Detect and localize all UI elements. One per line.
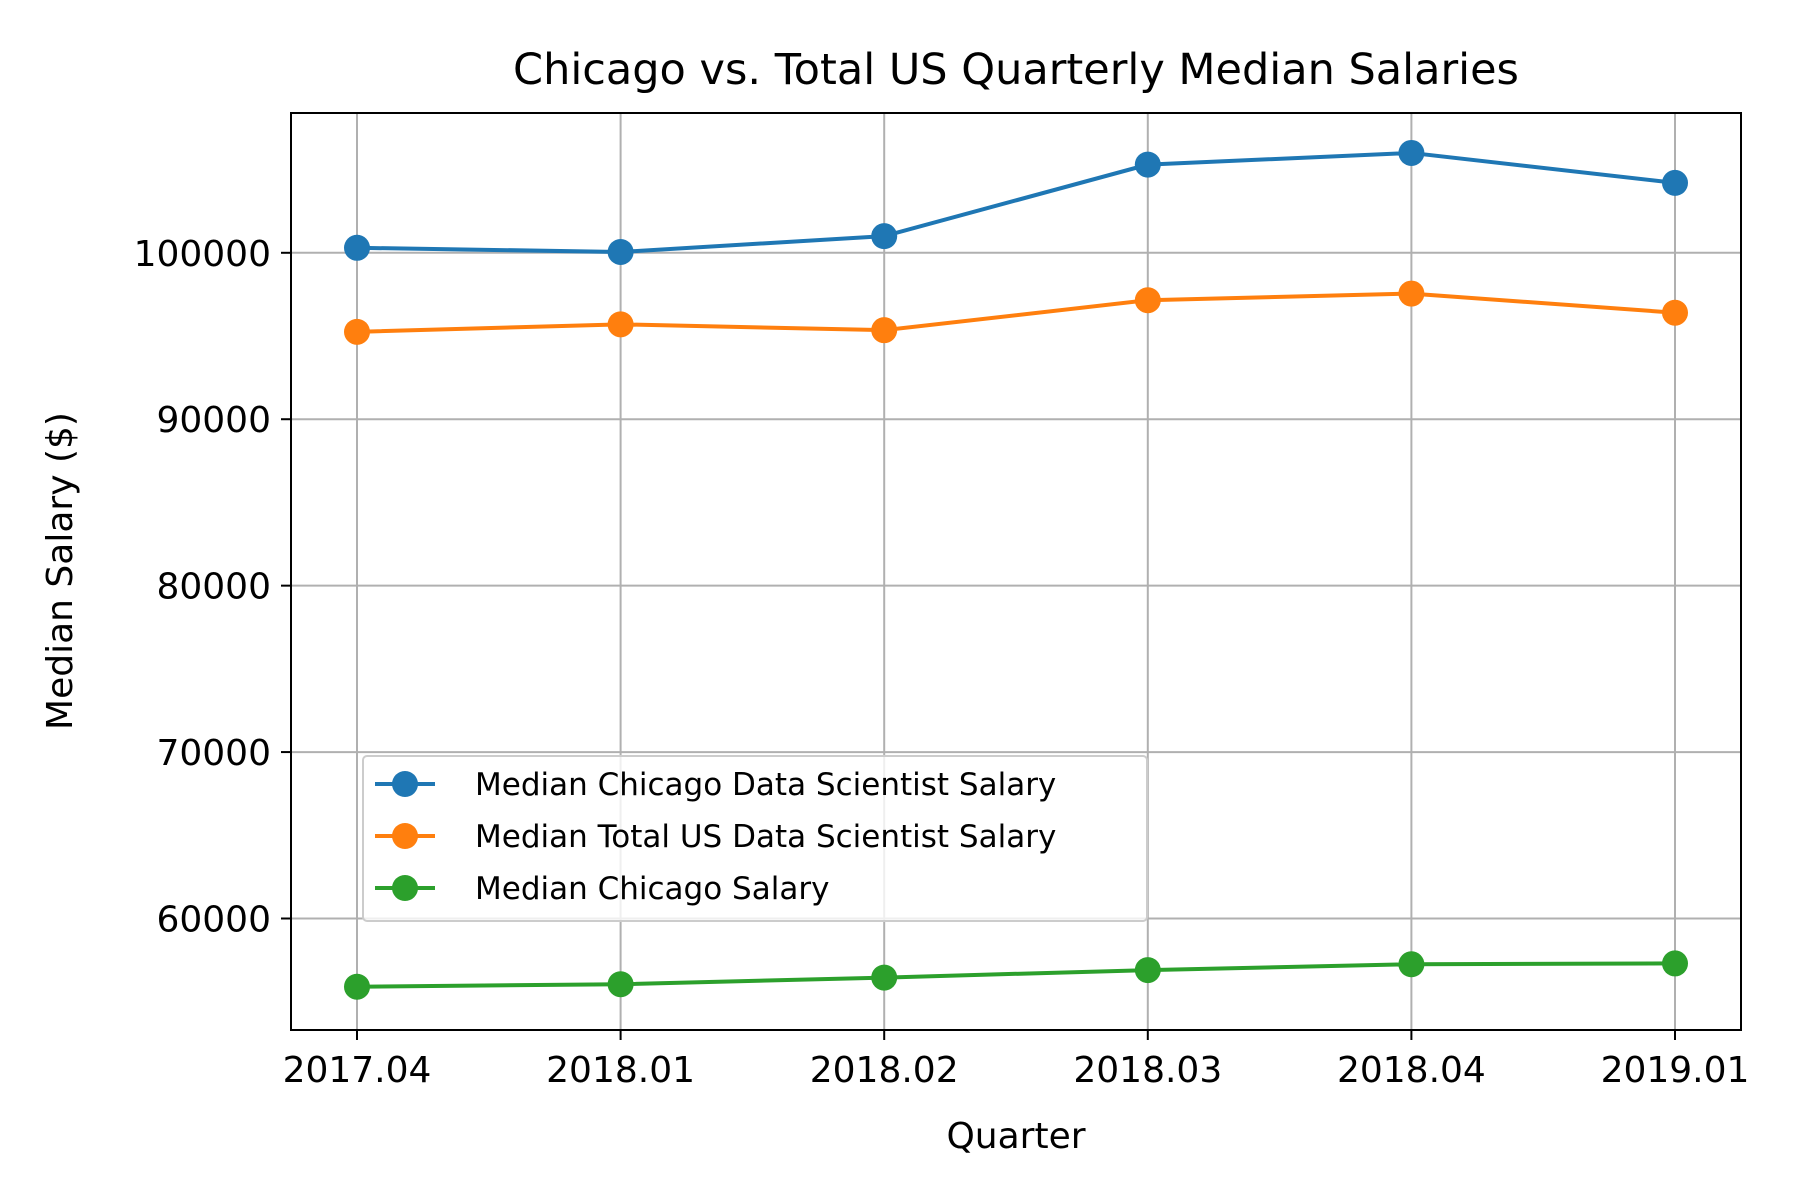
y-tick-label: 60000 — [156, 899, 271, 940]
x-tick-label: 2018.02 — [810, 1050, 959, 1091]
data-point-s2-2 — [607, 311, 634, 338]
data-point-s2-6 — [1662, 299, 1688, 326]
data-point-s3-2 — [607, 971, 634, 998]
series-line-2 — [356, 291, 1676, 334]
x-tick-label: 2019.01 — [1601, 1050, 1750, 1091]
y-tick-label: 80000 — [156, 567, 271, 608]
data-point-s2-3 — [871, 317, 898, 344]
legend-marker-3 — [392, 875, 418, 901]
y-tick-label: 100000 — [134, 234, 271, 275]
data-point-s2-4 — [1134, 287, 1161, 314]
x-axis-title: Quarter — [946, 1116, 1085, 1157]
x-tick-label: 2018.03 — [1073, 1050, 1222, 1091]
legend-box — [362, 755, 1148, 922]
legend-label-1: Median Chicago Data Scientist Salary — [475, 767, 1056, 803]
data-point-s3-3 — [871, 964, 898, 991]
chart-title: Chicago vs. Total US Quarterly Median Sa… — [513, 45, 1519, 95]
data-point-s1-3 — [871, 223, 898, 250]
data-point-s1-4 — [1134, 151, 1161, 178]
data-point-s3-1 — [344, 973, 370, 1000]
legend-marker-1 — [392, 771, 418, 797]
data-point-s1-1 — [344, 234, 370, 261]
series-line-1 — [356, 150, 1676, 254]
data-point-s1-6 — [1662, 169, 1688, 196]
y-tick-label: 90000 — [156, 400, 271, 441]
data-point-s3-4 — [1134, 957, 1161, 984]
y-tick-label: 70000 — [156, 733, 271, 774]
data-point-s2-1 — [344, 318, 370, 345]
data-point-s3-5 — [1398, 951, 1425, 978]
plot-area: 2017.04 2018.01 2018.02 2018.03 2018.04 2019.… — [134, 112, 1750, 1091]
series-line-3 — [356, 961, 1676, 989]
x-tick-label: 2018.04 — [1337, 1050, 1486, 1091]
legend-label-2: Median Total US Data Scientist Salary — [475, 819, 1056, 855]
y-axis-title: Median Salary ($) — [40, 412, 81, 730]
legend-marker-2 — [392, 823, 418, 849]
axes-frame — [290, 112, 1742, 1031]
legend-label-3: Median Chicago Salary — [475, 871, 829, 907]
x-tick-label: 2018.01 — [546, 1050, 695, 1091]
data-point-s1-2 — [607, 238, 634, 265]
x-tick-label: 2017.04 — [283, 1050, 432, 1091]
data-point-s3-6 — [1662, 950, 1688, 977]
data-point-s2-5 — [1398, 280, 1425, 307]
data-point-s1-5 — [1398, 139, 1425, 166]
